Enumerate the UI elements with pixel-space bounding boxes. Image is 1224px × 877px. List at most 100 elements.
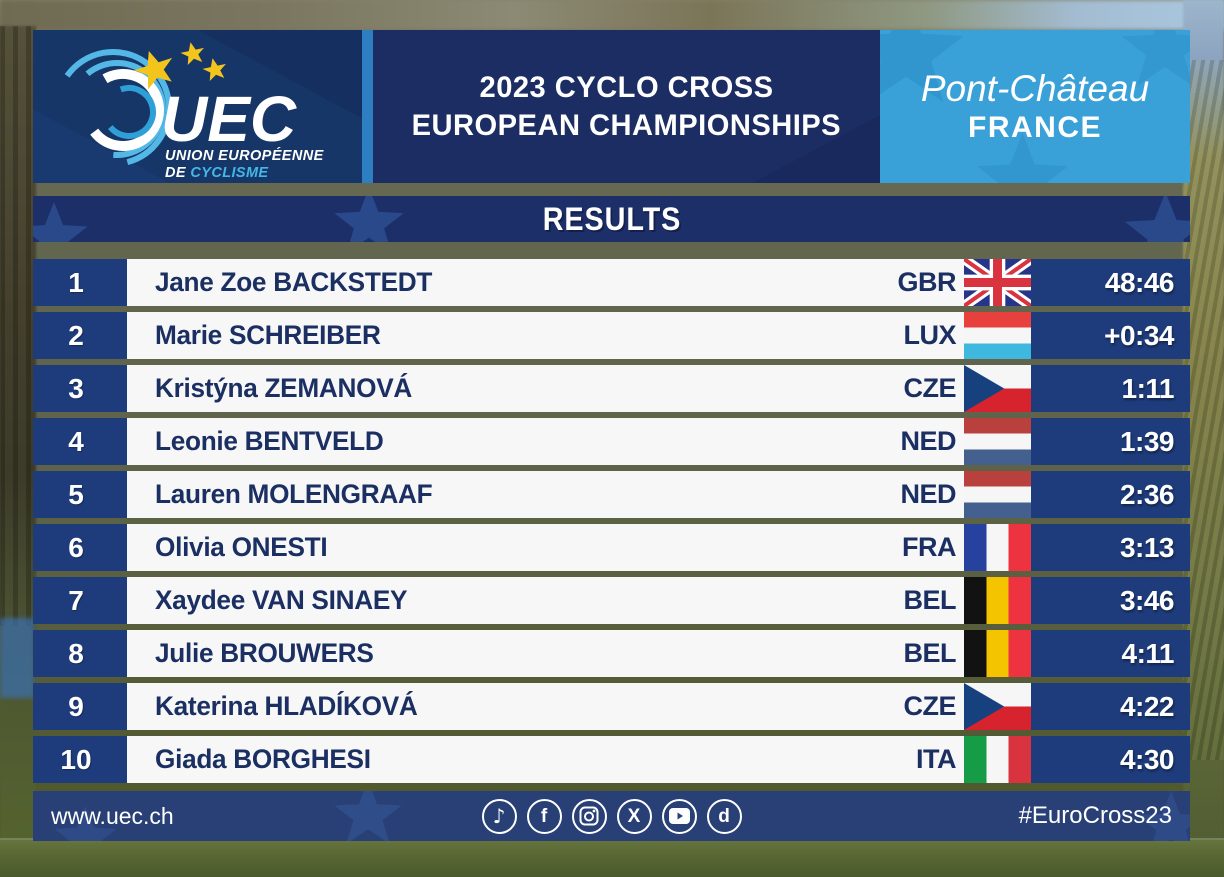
country-code: CZE: [903, 691, 957, 721]
finish-time: 4:22: [1119, 690, 1175, 722]
youtube-icon: [661, 798, 697, 834]
x-icon: X: [616, 798, 652, 834]
rider-name: Giada BORGHESI: [155, 744, 371, 774]
country-code: NED: [900, 426, 956, 456]
rider-cell: Kristýna ZEMANOVÁ CZE: [127, 365, 964, 412]
results-overlay: UEC UNION EUROPÉENNE DE CYCLISME 2023 CY…: [33, 30, 1190, 841]
flag-fra-icon: [964, 524, 1031, 571]
flag-gbr-icon: [964, 259, 1031, 306]
logo-subline-2: DE CYCLISME: [165, 165, 269, 178]
result-row: 4 Leonie BENTVELD NED 1:39: [33, 418, 1190, 465]
flag-bel-icon: [964, 577, 1031, 624]
rider-cell: Lauren MOLENGRAAF NED: [127, 471, 964, 518]
country-code: GBR: [897, 267, 957, 297]
country-code: BEL: [903, 638, 957, 668]
logo-subline-1: UNION EUROPÉENNE: [165, 147, 325, 164]
background-trees-left: [0, 26, 36, 840]
rider-name: Katerina HLADÍKOVÁ: [155, 691, 418, 721]
header-divider: [362, 30, 373, 183]
rank-number: 10: [60, 743, 92, 775]
rider-cell: Giada BORGHESI ITA: [127, 736, 964, 783]
background-grass: [0, 838, 1224, 877]
results-rows: 1 Jane Zoe BACKSTEDT GBR 48:46 2 Marie S…: [33, 259, 1190, 783]
rank-number: 2: [68, 319, 84, 351]
background-trunks: [0, 26, 36, 626]
country-code: NED: [900, 479, 956, 509]
result-row: 6 Olivia ONESTI FRA 3:13: [33, 524, 1190, 571]
rider-name: Lauren MOLENGRAAF: [155, 479, 433, 509]
decor-star: [334, 791, 402, 841]
facebook-icon: f: [526, 798, 562, 834]
rider-cell: Jane Zoe BACKSTEDT GBR: [127, 259, 964, 306]
finish-time: 4:11: [1121, 637, 1175, 669]
finish-time: 2:36: [1119, 478, 1175, 510]
rider-name: Xaydee VAN SINAEY: [155, 585, 408, 615]
event-title-line2: EUROPEAN CHAMPIONSHIPS: [411, 108, 842, 142]
decor-star: [334, 196, 404, 242]
dailymotion-icon: d: [706, 798, 742, 834]
rank-number: 4: [68, 425, 84, 457]
background-treeline: [0, 0, 1224, 30]
results-title: RESULTS: [542, 200, 681, 237]
rider-name: Marie SCHREIBER: [155, 320, 381, 350]
event-title-line1: 2023 CYCLO CROSS: [479, 70, 774, 104]
results-title-bar: RESULTS: [33, 196, 1190, 242]
uec-logo: UEC UNION EUROPÉENNE DE CYCLISME: [53, 42, 325, 178]
flag-bel-icon: [964, 630, 1031, 677]
finish-time: 4:30: [1119, 743, 1175, 775]
rank-number: 6: [68, 531, 84, 563]
rider-name: Julie BROUWERS: [155, 638, 374, 668]
rider-cell: Marie SCHREIBER LUX: [127, 312, 964, 359]
rider-cell: Katerina HLADÍKOVÁ CZE: [127, 683, 964, 730]
czech-triangle: [964, 683, 1005, 730]
flag-cze-icon: [964, 365, 1031, 412]
flag-lux-icon: [964, 312, 1031, 359]
location-panel: Pont-Château FRANCE: [880, 30, 1190, 183]
finish-time: 48:46: [1104, 266, 1175, 298]
country-code: FRA: [902, 532, 957, 562]
country-code: CZE: [903, 373, 957, 403]
result-row: 9 Katerina HLADÍKOVÁ CZE 4:22: [33, 683, 1190, 730]
finish-time: 1:11: [1121, 372, 1175, 404]
uec-wordmark: UEC: [161, 83, 297, 155]
country-code: BEL: [903, 585, 957, 615]
host-city: Pont-Château: [920, 67, 1150, 109]
uec-logo-panel: UEC UNION EUROPÉENNE DE CYCLISME: [33, 30, 362, 183]
rank-number: 3: [68, 372, 84, 404]
rider-name: Leonie BENTVELD: [155, 426, 384, 456]
rank-number: 9: [68, 690, 84, 722]
uec-website: www.uec.ch: [51, 802, 174, 829]
host-country: FRANCE: [968, 110, 1102, 144]
finish-time: 3:13: [1119, 531, 1175, 563]
result-row: 7 Xaydee VAN SINAEY BEL 3:46: [33, 577, 1190, 624]
rank-number: 7: [68, 584, 84, 616]
header: UEC UNION EUROPÉENNE DE CYCLISME 2023 CY…: [33, 30, 1190, 183]
flag-ned-icon: [964, 418, 1031, 465]
result-row: 5 Lauren MOLENGRAAF NED 2:36: [33, 471, 1190, 518]
rank-number: 1: [68, 266, 84, 298]
flag-cze-icon: [964, 683, 1031, 730]
flag-ned-icon: [964, 471, 1031, 518]
rider-name: Jane Zoe BACKSTEDT: [155, 267, 433, 297]
rider-name: Kristýna ZEMANOVÁ: [155, 373, 413, 403]
finish-time: 3:46: [1119, 584, 1175, 616]
country-code: ITA: [916, 744, 957, 774]
rider-name: Olivia ONESTI: [155, 532, 328, 562]
rank-number: 5: [68, 478, 84, 510]
decor-star: [1124, 196, 1190, 242]
rider-cell: Julie BROUWERS BEL: [127, 630, 964, 677]
flag-ita-icon: [964, 736, 1031, 783]
result-row: 8 Julie BROUWERS BEL 4:11: [33, 630, 1190, 677]
finish-time: +0:34: [1104, 319, 1174, 351]
result-row: 10 Giada BORGHESI ITA 4:30: [33, 736, 1190, 783]
finish-time: 1:39: [1119, 425, 1175, 457]
result-row: 1 Jane Zoe BACKSTEDT GBR 48:46: [33, 259, 1190, 306]
rider-cell: Xaydee VAN SINAEY BEL: [127, 577, 964, 624]
rider-cell: Leonie BENTVELD NED: [127, 418, 964, 465]
event-hashtag: #EuroCross23: [1018, 802, 1172, 829]
decor-star: [33, 202, 88, 242]
rider-cell: Olivia ONESTI FRA: [127, 524, 964, 571]
instagram-icon: [571, 798, 607, 834]
